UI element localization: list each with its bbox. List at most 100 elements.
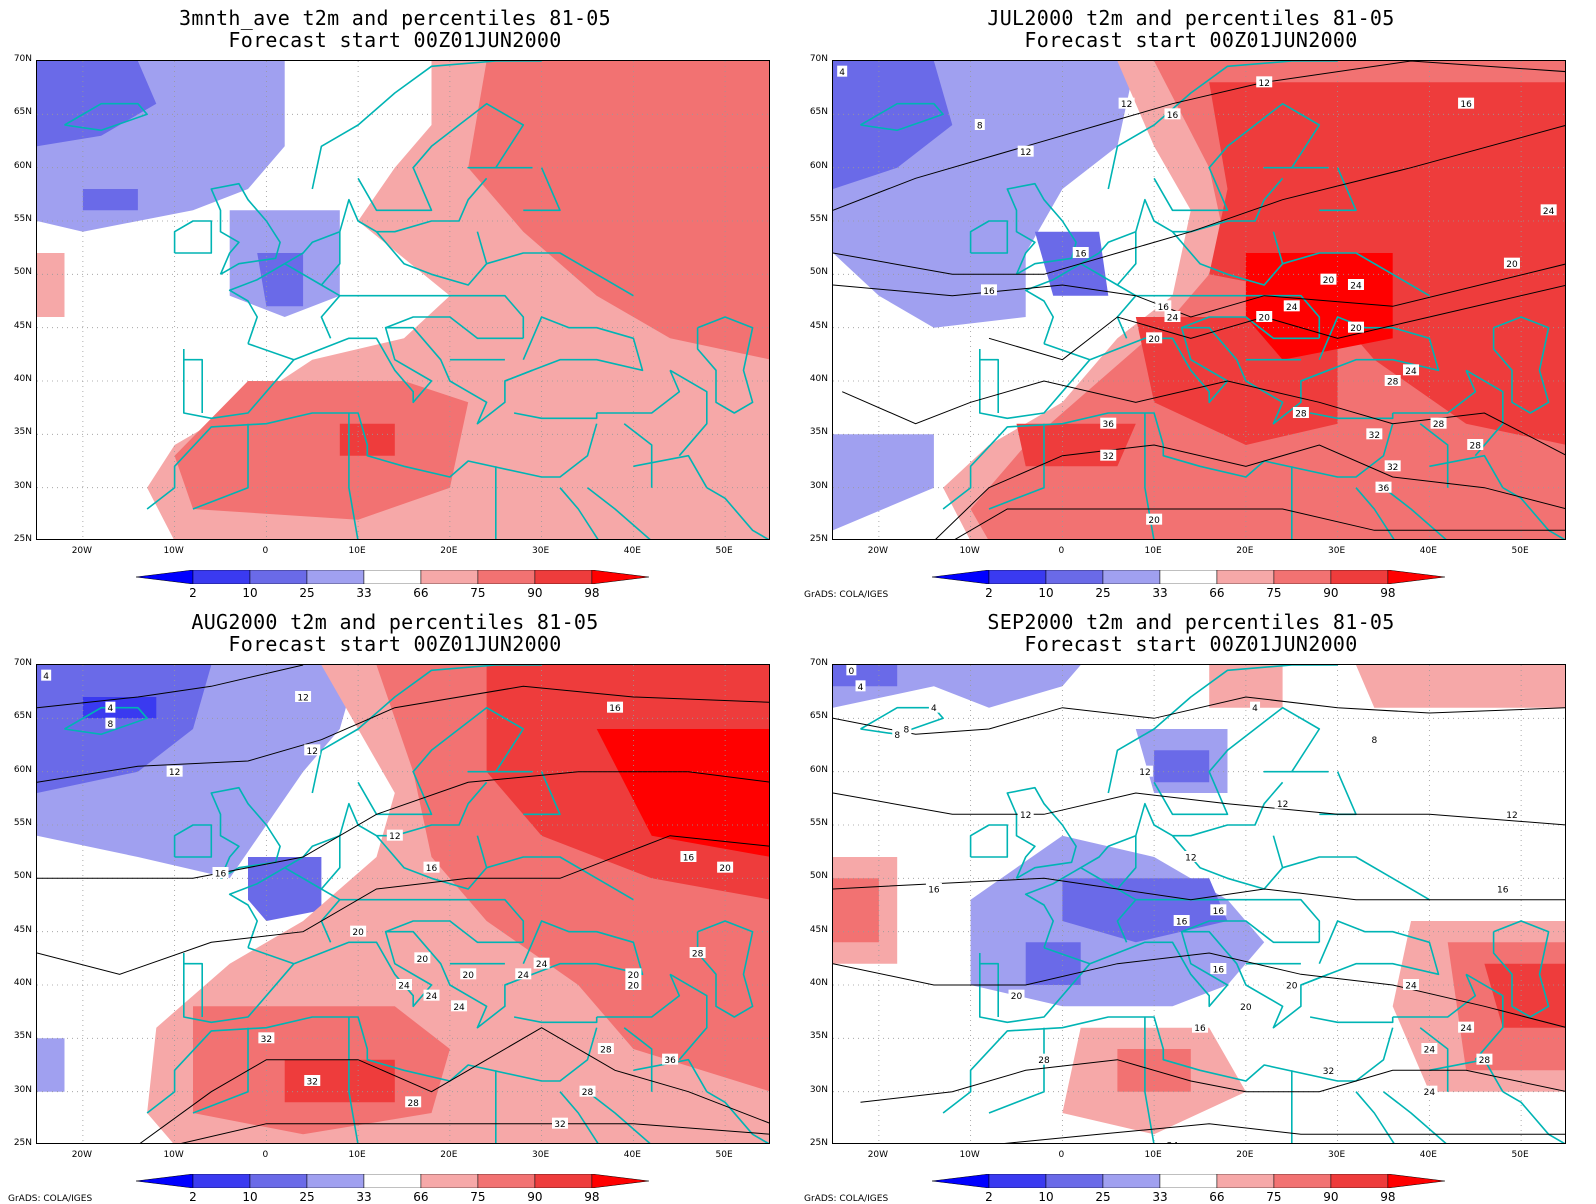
colorbar-label: 75	[1266, 1190, 1282, 1204]
contour-label: 12	[1017, 808, 1034, 821]
contour-label: 28	[689, 947, 706, 960]
contour-label: 0	[846, 665, 857, 677]
svg-text:20: 20	[1148, 335, 1160, 345]
contour-label: 12	[1274, 797, 1291, 810]
contour-label: 16	[1210, 904, 1227, 917]
contour-label: 12	[166, 765, 183, 778]
svg-text:4: 4	[931, 704, 937, 714]
latitude-label: 30N	[13, 1084, 32, 1095]
contour-label: 16	[1072, 247, 1089, 260]
latitude-label: 65N	[809, 107, 828, 118]
svg-text:12: 12	[1020, 148, 1031, 158]
svg-text:12: 12	[1139, 768, 1150, 778]
longitude-label: 50E	[715, 1150, 733, 1160]
map-canvas	[37, 61, 769, 539]
contour-label: 24	[423, 989, 440, 1002]
latitude-label: 45N	[809, 924, 828, 935]
svg-text:24: 24	[1405, 367, 1417, 377]
map-area: 0 4 4 8 4 8 8 12 12 12 12 16 12 16 16 16 16 20 20 16 24 24 24 2…	[832, 664, 1566, 1144]
colorbar-segment	[1216, 570, 1275, 584]
shaded-region	[468, 61, 769, 360]
colorbar-segment	[249, 1174, 308, 1188]
contour-label: 20	[1283, 979, 1300, 992]
longitude-label: 40E	[623, 546, 641, 556]
contour-label: 24	[1164, 1139, 1181, 1143]
svg-text:16: 16	[1167, 111, 1179, 121]
contour-label: 20	[625, 979, 642, 992]
svg-text:4: 4	[108, 704, 114, 714]
svg-text:24: 24	[1167, 314, 1179, 324]
contour-label: 16	[607, 701, 624, 714]
latitude-label: 35N	[13, 1031, 32, 1042]
svg-text:12: 12	[1258, 79, 1269, 89]
longitude-label: 0	[262, 546, 269, 556]
contour-label: 28	[579, 1085, 596, 1098]
latitude-label: 30N	[13, 480, 32, 491]
colorbar-segment	[1273, 1174, 1332, 1188]
svg-text:20: 20	[1323, 276, 1335, 286]
svg-text:20: 20	[1011, 992, 1023, 1002]
contour-label: 20	[1503, 257, 1520, 270]
svg-text:32: 32	[1369, 431, 1380, 441]
map-area: 4 8 12 12 16 12 16 16 16 16 20 20 24 20 24 24 20 20 24 28 32…	[832, 60, 1566, 540]
svg-text:24: 24	[426, 992, 438, 1002]
contour-label: 24	[451, 1000, 468, 1013]
longitude-label: 30E	[532, 546, 550, 556]
colorbar-segment	[932, 570, 990, 584]
svg-text:0: 0	[848, 667, 854, 677]
map-panel-jul2000: JUL2000 t2m and percentiles 81-05 Foreca…	[796, 0, 1586, 600]
svg-text:36: 36	[1378, 484, 1390, 494]
svg-text:28: 28	[407, 1099, 419, 1109]
contour-label: 28	[1430, 417, 1447, 430]
svg-text:20: 20	[628, 982, 640, 992]
svg-text:24: 24	[1286, 303, 1298, 313]
grid-lines	[833, 665, 1565, 1143]
latitude-label: 70N	[809, 54, 828, 64]
colorbar-label: 10	[1038, 586, 1054, 600]
grid-lines	[833, 61, 1565, 539]
latitude-label: 50N	[13, 871, 32, 882]
contour-label: 20	[625, 968, 642, 981]
colorbar-segment	[136, 570, 194, 584]
colorbar	[932, 1174, 1445, 1188]
svg-text:28: 28	[1479, 1056, 1491, 1066]
shaded-region	[248, 857, 322, 921]
latitude-label: 70N	[13, 54, 32, 64]
longitude-label: 50E	[1511, 1150, 1529, 1160]
svg-text:20: 20	[1506, 260, 1518, 270]
svg-text:16: 16	[609, 704, 621, 714]
colorbar-segment	[1045, 1174, 1104, 1188]
latitude-label: 40N	[13, 978, 32, 988]
colorbar-label: 90	[527, 586, 543, 600]
contour-label: 4	[928, 701, 939, 714]
colorbar-segment	[192, 1174, 251, 1188]
shaded-region	[37, 665, 212, 793]
longitude-label: 20W	[867, 546, 889, 556]
contour-label: 4	[41, 669, 52, 682]
longitude-label: 40E	[1419, 546, 1437, 556]
panel-title: SEP2000 t2m and percentiles 81-05	[987, 610, 1395, 634]
latitude-label: 45N	[809, 320, 828, 331]
latitude-label: 70N	[809, 658, 828, 668]
map-canvas: 0448488121212121612161616162020162424242…	[833, 665, 1565, 1143]
map-canvas: 4481212121612161616202024202024242020282…	[37, 665, 769, 1143]
panel-title: 3mnth_ave t2m and percentiles 81-05	[179, 6, 611, 30]
coastlines	[64, 61, 769, 539]
contour-label: 20	[414, 952, 431, 965]
panel-title: JUL2000 t2m and percentiles 81-05	[987, 6, 1395, 30]
svg-text:28: 28	[1038, 1056, 1050, 1066]
svg-text:8: 8	[894, 731, 900, 741]
svg-text:20: 20	[1350, 324, 1362, 334]
colorbar-label: 33	[1152, 586, 1168, 600]
svg-text:32: 32	[1323, 1067, 1334, 1077]
contour-label: 12	[1182, 851, 1199, 864]
contour-label: 24	[1458, 1021, 1475, 1034]
svg-text:20: 20	[1258, 314, 1270, 324]
contour-label: 24	[1421, 1043, 1438, 1056]
svg-text:12: 12	[1506, 811, 1517, 821]
svg-text:24: 24	[518, 971, 530, 981]
colorbar-label: 25	[299, 1190, 315, 1204]
contour-label: 16	[1192, 1021, 1208, 1034]
svg-text:20: 20	[1240, 1003, 1252, 1013]
latitude-label: 55N	[809, 818, 828, 828]
